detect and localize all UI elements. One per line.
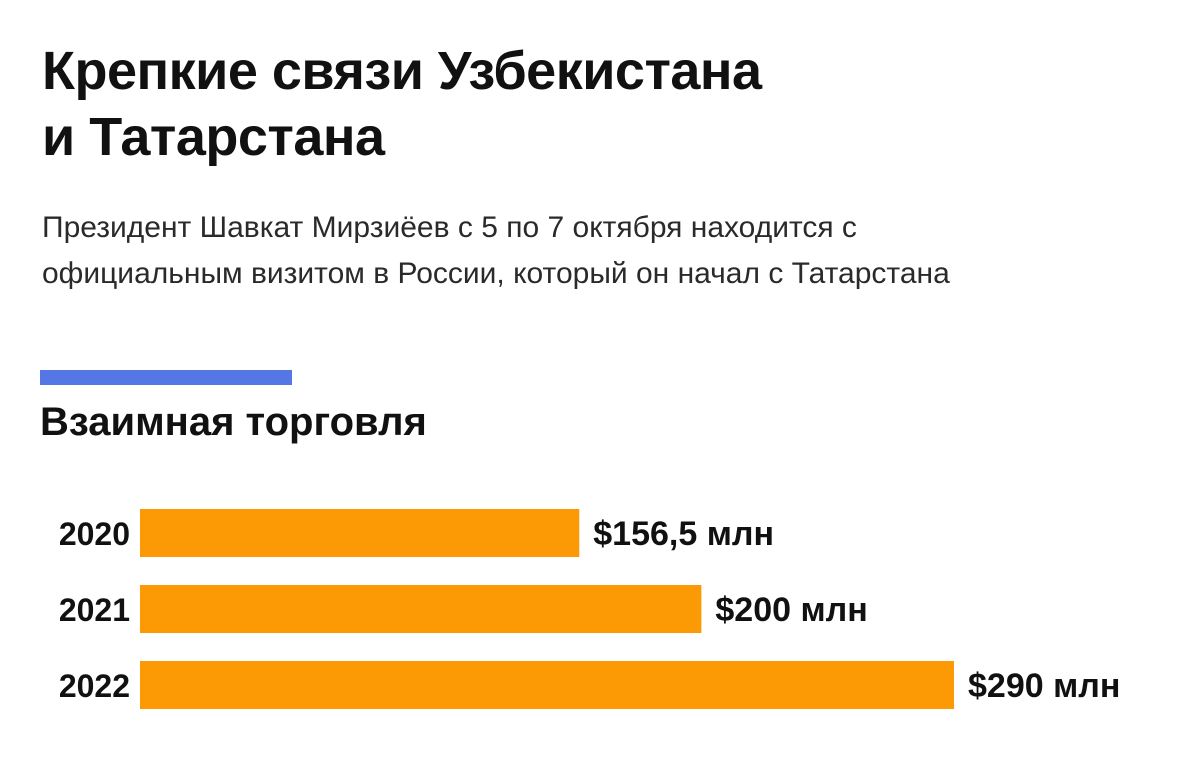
subtitle-line-1: Президент Шавкат Мирзиёев с 5 по 7 октяб… (42, 211, 857, 244)
title-line-2: и Татарстана (42, 107, 385, 167)
value-label-2022: $290 млн (968, 667, 1120, 705)
bar-2020 (140, 509, 580, 557)
title-line-1: Крепкие связи Узбекистана (42, 41, 762, 101)
trade-bar-chart: 2020 $156,5 млн 2021 $200 млн 2022 $290 млн (59, 509, 1120, 709)
bar-2021 (140, 585, 702, 633)
value-label-2021: $200 млн (715, 591, 867, 629)
value-label-2020: $156,5 млн (593, 515, 774, 553)
accent-line (40, 370, 292, 385)
bar-2022 (140, 661, 954, 709)
chart-title: Взаимная торговля (40, 400, 427, 444)
page-title: Крепкие связи Узбекистана и Татарстана (42, 38, 1142, 170)
category-label-2020: 2020 (59, 516, 130, 552)
page-subtitle: Президент Шавкат Мирзиёев с 5 по 7 октяб… (42, 205, 1162, 297)
category-label-2022: 2022 (59, 668, 130, 704)
subtitle-line-2: официальным визитом в России, который он… (42, 257, 950, 290)
category-label-2021: 2021 (59, 592, 130, 628)
